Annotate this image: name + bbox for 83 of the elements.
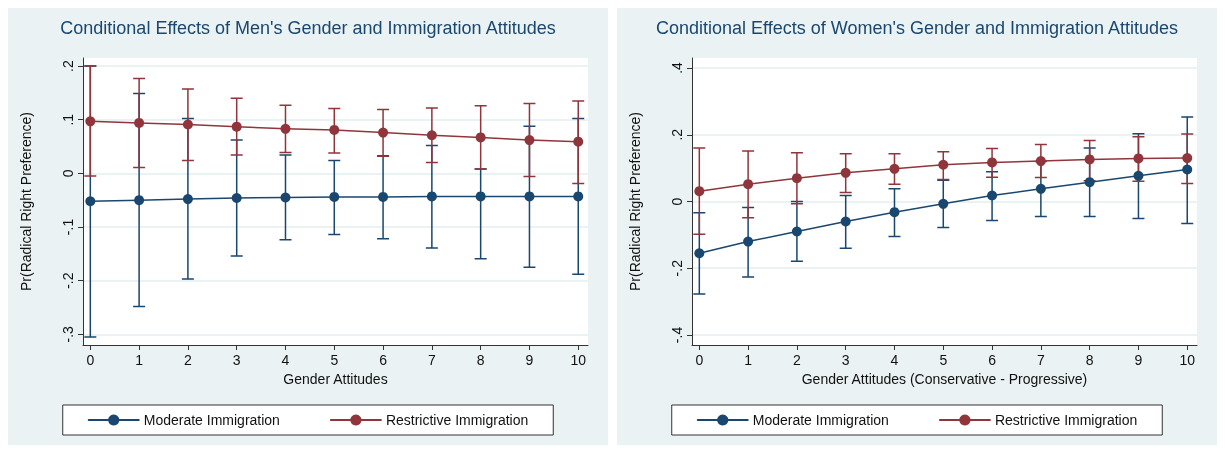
point [987, 190, 998, 201]
point [280, 123, 291, 134]
point [475, 191, 486, 202]
point [1084, 177, 1095, 188]
point [694, 248, 705, 259]
y-axis-title: Pr(Radical Right Preference) [18, 112, 34, 291]
point [1182, 153, 1193, 164]
x-tick-label: 1 [744, 352, 753, 368]
x-tick-label: 3 [841, 352, 850, 368]
point [329, 124, 340, 135]
x-tick-label: 5 [939, 352, 948, 368]
y-tick-label: 0 [669, 197, 685, 206]
legend-label: Restrictive Immigration [385, 412, 529, 428]
point [889, 207, 900, 218]
x-tick-label: 4 [890, 352, 899, 368]
y-tick-label: -.2 [669, 259, 685, 277]
x-tick-label: 9 [525, 352, 534, 368]
point [524, 135, 535, 146]
point [1182, 164, 1193, 175]
x-tick-label: 3 [232, 352, 241, 368]
x-tick-label: 9 [1134, 352, 1143, 368]
point [694, 186, 705, 197]
point [378, 127, 389, 138]
x-axis-title: Gender Attitudes (Conservative - Progressive) [801, 370, 1088, 387]
point [329, 191, 340, 202]
y-tick-label: -.1 [60, 218, 76, 236]
point [791, 226, 802, 237]
y-axis-title: Pr(Radical Right Preference) [627, 112, 643, 291]
x-axis-title: Gender Attitudes [283, 370, 388, 387]
point [573, 136, 584, 147]
point [743, 179, 754, 190]
point [573, 191, 584, 202]
point [280, 192, 291, 203]
y-tick-label: .1 [60, 113, 76, 126]
point [85, 196, 96, 207]
y-tick-label: -.3 [60, 325, 76, 343]
point [938, 159, 949, 170]
point [840, 216, 851, 227]
x-tick-label: 8 [476, 352, 485, 368]
point [134, 195, 145, 206]
legend-label: Restrictive Immigration [994, 412, 1138, 428]
point [1084, 154, 1095, 165]
x-tick-label: 10 [570, 352, 587, 368]
point [182, 119, 193, 130]
x-tick-label: 6 [988, 352, 997, 368]
point [1035, 183, 1046, 194]
point [134, 117, 145, 128]
y-tick-label: -.2 [60, 272, 76, 289]
point [426, 191, 437, 202]
x-tick-label: 0 [695, 352, 704, 368]
point [938, 198, 949, 209]
point [85, 116, 96, 127]
x-tick-label: 6 [379, 352, 388, 368]
x-tick-label: 4 [281, 352, 290, 368]
point [1133, 170, 1144, 181]
point [378, 191, 389, 202]
x-tick-label: 5 [330, 352, 339, 368]
point [231, 193, 242, 204]
legend-label: Moderate Immigration [752, 412, 889, 428]
x-tick-label: 7 [1036, 352, 1045, 368]
point [182, 194, 193, 205]
x-tick-label: 8 [1085, 352, 1094, 368]
legend-label: Moderate Immigration [143, 412, 280, 428]
y-tick-label: 0 [60, 169, 76, 178]
chart-title: Conditional Effects of Women's Gender and Immigration Attitudes [655, 18, 1179, 38]
x-tick-label: 2 [793, 352, 801, 368]
y-tick-label: .2 [60, 60, 76, 72]
point [743, 236, 754, 247]
point [1133, 153, 1144, 164]
y-tick-label: -.4 [669, 326, 685, 344]
point [231, 121, 242, 132]
y-tick-label: .2 [669, 128, 685, 141]
point [524, 191, 535, 202]
point [791, 173, 802, 184]
x-tick-label: 0 [86, 352, 95, 368]
point [475, 132, 486, 143]
point [426, 130, 437, 141]
x-tick-label: 10 [1179, 352, 1196, 368]
x-tick-label: 2 [184, 352, 192, 368]
chart-title: Conditional Effects of Men's Gender and Immigration Attitudes [60, 18, 556, 38]
y-tick-label: .4 [669, 61, 685, 74]
x-tick-label: 1 [135, 352, 144, 368]
x-tick-label: 7 [427, 352, 436, 368]
